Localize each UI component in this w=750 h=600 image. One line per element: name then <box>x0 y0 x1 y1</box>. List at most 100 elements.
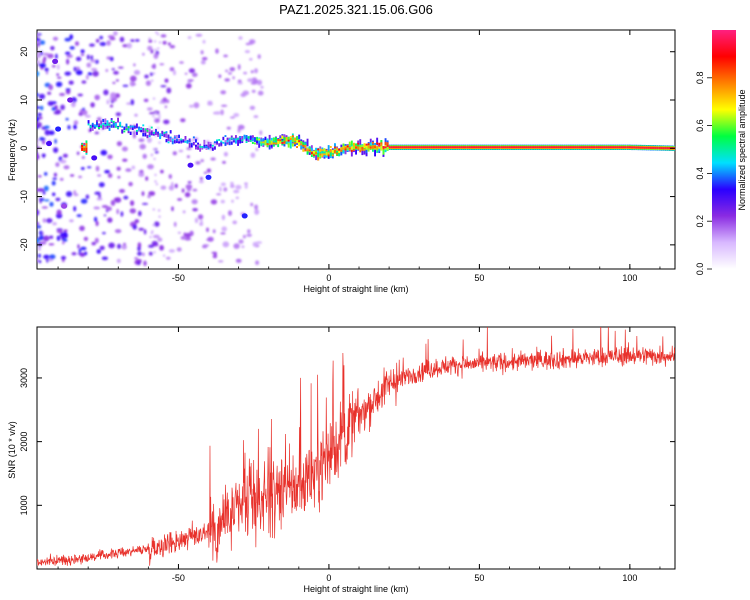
ridge-cell <box>251 138 254 142</box>
ridge-cell <box>357 146 360 150</box>
ridge-cell <box>618 146 621 148</box>
ridge-cell <box>176 135 178 140</box>
noise-blob <box>188 68 195 74</box>
noise-blob <box>126 42 132 49</box>
noise-blob <box>37 154 40 160</box>
noise-blob <box>81 80 87 84</box>
ridge-cell <box>230 137 233 140</box>
noise-blob <box>55 197 61 202</box>
ridge-cell <box>270 137 273 143</box>
snr-series-line <box>37 327 675 567</box>
ridge-cell <box>310 152 313 157</box>
ridge-cell <box>327 152 330 156</box>
ridge-cell <box>188 138 191 142</box>
ridge-cell <box>353 149 355 151</box>
noise-blob <box>56 73 60 76</box>
ridge-cell <box>91 123 94 128</box>
colorbar-label: Normalized spectral amplitude <box>737 89 747 210</box>
ridge-cell <box>430 146 433 148</box>
noise-blob <box>202 39 206 44</box>
noise-blob <box>200 50 204 55</box>
noise-blob <box>153 40 157 43</box>
noise-blob <box>62 153 68 158</box>
noise-blob <box>93 206 98 210</box>
noise-blob <box>154 173 157 177</box>
noise-blob <box>66 54 73 58</box>
noise-blob <box>244 184 248 189</box>
noise-blob <box>158 116 161 119</box>
noise-blob <box>97 174 102 177</box>
noise-blob <box>56 209 62 216</box>
noise-blob <box>138 172 145 177</box>
ridge-cell <box>83 142 86 145</box>
noise-blob <box>158 41 162 44</box>
ridge-cell <box>264 140 267 143</box>
ridge-cell <box>464 146 467 148</box>
noise-blob <box>96 117 102 122</box>
ridge-cell <box>315 150 317 154</box>
noise-blob <box>119 189 125 193</box>
ridge-cell <box>511 146 513 148</box>
ridge-cell <box>298 140 301 143</box>
noise-blob <box>132 224 137 230</box>
noise-blob <box>76 151 80 155</box>
noise-blob <box>153 157 156 161</box>
noise-blob <box>44 67 49 72</box>
noise-blob <box>99 42 107 46</box>
noise-blob <box>184 237 192 241</box>
ridge-cell <box>563 146 566 148</box>
noise-blob <box>38 260 42 264</box>
ridge-cell <box>652 147 654 149</box>
noise-blob <box>164 105 168 109</box>
noise-blob <box>37 225 42 229</box>
ridge-cell <box>357 142 360 145</box>
noise-blob <box>44 172 48 176</box>
ridge-cell <box>635 146 638 149</box>
ridge-cell <box>144 128 147 131</box>
x-tick-label: 0 <box>326 573 331 583</box>
ridge-cell <box>376 142 379 145</box>
ridge-cell <box>447 146 450 148</box>
noise-blob <box>256 79 263 86</box>
noise-blob <box>159 101 162 105</box>
noise-blob <box>165 99 170 104</box>
ridge-cell <box>409 146 412 148</box>
noise-blob <box>109 56 114 62</box>
noise-blob <box>78 175 82 179</box>
ridge-cell <box>239 136 242 139</box>
noise-blob <box>250 202 254 207</box>
ridge-cell <box>473 146 475 148</box>
ridge-cell <box>631 146 633 149</box>
ridge-cell <box>443 146 446 148</box>
ridge-cell <box>157 131 159 136</box>
y-tick-label: -20 <box>19 238 29 251</box>
ridge-cell <box>418 146 421 148</box>
noise-blob <box>220 90 227 95</box>
ridge-cell <box>275 138 277 144</box>
spectrogram-x-label: Height of straight line (km) <box>303 284 408 294</box>
noise-blob <box>222 161 226 164</box>
noise-blob <box>218 260 224 263</box>
noise-blob <box>130 200 135 206</box>
noise-blob <box>158 141 161 144</box>
ridge-cell <box>180 138 183 141</box>
spectrogram-x-ticks: -50 0 50 100 <box>57 30 661 283</box>
spectrogram-marks <box>37 31 675 267</box>
ridge-cell <box>184 136 187 140</box>
ridge-cell <box>359 150 362 153</box>
spectral-spot <box>46 140 52 147</box>
ridge-cell <box>96 125 98 128</box>
noise-blob <box>254 209 260 215</box>
noise-blob <box>218 74 222 78</box>
ridge-cell <box>228 141 231 146</box>
ridge-cell <box>169 130 172 134</box>
noise-blob <box>59 159 67 164</box>
ridge-cell <box>281 135 284 139</box>
noise-blob <box>39 230 43 236</box>
ridge-cell <box>218 139 221 141</box>
noise-blob <box>183 232 186 237</box>
noise-blob <box>155 31 158 34</box>
noise-blob <box>37 253 41 258</box>
noise-blob <box>111 68 115 71</box>
